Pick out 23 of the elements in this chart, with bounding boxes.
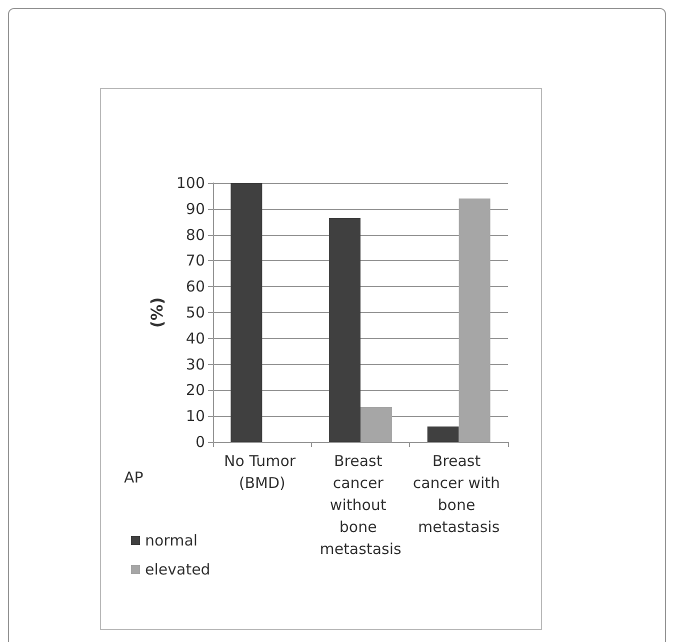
x-tick-label: Breast cancer without bone metastasis — [320, 452, 402, 558]
y-tick-label: 30 — [186, 355, 205, 374]
y-tick-label: 100 — [176, 174, 205, 192]
y-tick-label: 10 — [186, 407, 205, 426]
y-tick-label: 20 — [186, 381, 205, 400]
y-tick-label: 80 — [186, 226, 205, 244]
y-tick-label: 90 — [186, 200, 205, 218]
bar — [329, 218, 360, 442]
x-tick-label: No Tumor (BMD) — [224, 452, 300, 492]
legend-label: elevated — [145, 560, 210, 578]
x-tick-label: Breast cancer with bone metastasis — [412, 452, 505, 536]
bar — [360, 407, 392, 442]
bar — [230, 183, 262, 442]
legend-label: normal — [145, 532, 198, 550]
y-tick-label: 40 — [186, 329, 205, 348]
legend-title: AP — [124, 468, 144, 486]
bar — [458, 198, 490, 442]
y-tick-label: 50 — [186, 304, 205, 322]
y-tick-label: 70 — [186, 252, 205, 270]
y-tick-label: 0 — [195, 433, 205, 451]
y-tick-label: 60 — [186, 278, 205, 296]
y-axis-title: (%) — [148, 297, 166, 328]
bar — [427, 426, 459, 442]
